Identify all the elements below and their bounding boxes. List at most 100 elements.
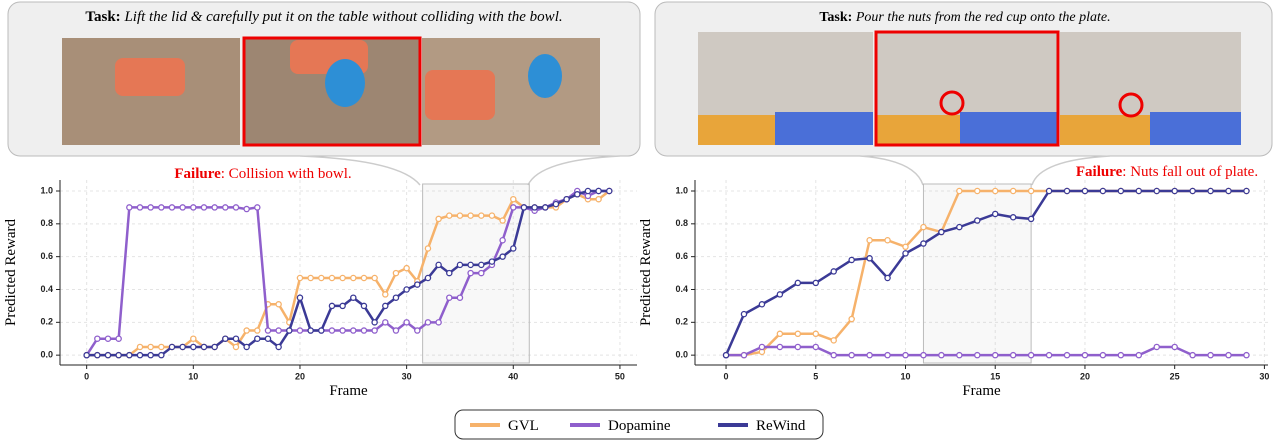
data-point	[105, 353, 110, 358]
data-point	[191, 336, 196, 341]
data-point	[975, 218, 980, 223]
data-point	[479, 262, 484, 267]
data-point	[137, 205, 142, 210]
data-point	[340, 328, 345, 333]
data-point	[543, 205, 548, 210]
data-point	[867, 353, 872, 358]
data-point	[607, 188, 612, 193]
y-axis-label: Predicted Reward	[3, 218, 19, 326]
zoom-connector	[860, 156, 1110, 185]
failure-label: Failure	[174, 166, 221, 182]
data-point	[1082, 188, 1087, 193]
data-point	[244, 328, 249, 333]
data-point	[383, 320, 388, 325]
y-tick-label: 1.0	[40, 185, 53, 195]
data-point	[939, 229, 944, 234]
data-point	[169, 344, 174, 349]
data-point	[1208, 188, 1213, 193]
data-point	[1100, 188, 1105, 193]
data-point	[468, 270, 473, 275]
data-point	[425, 320, 430, 325]
data-point	[361, 303, 366, 308]
data-point	[741, 312, 746, 317]
legend-label: GVL	[508, 418, 539, 434]
y-tick-label: 0.0	[675, 350, 688, 360]
data-point	[564, 197, 569, 202]
y-tick-label: 0.8	[40, 218, 53, 228]
data-point	[921, 241, 926, 246]
data-point	[148, 344, 153, 349]
data-point	[191, 205, 196, 210]
data-point	[500, 218, 505, 223]
data-point	[244, 206, 249, 211]
data-point	[308, 328, 313, 333]
data-point	[511, 197, 516, 202]
x-axis-label: Frame	[329, 383, 368, 399]
data-point	[1029, 353, 1034, 358]
data-point	[372, 320, 377, 325]
data-point	[223, 336, 228, 341]
data-point	[148, 205, 153, 210]
failure-note: Failure: Collision with bowl.	[174, 166, 351, 182]
x-tick-label: 50	[615, 371, 625, 381]
data-point	[1046, 353, 1051, 358]
data-point	[831, 338, 836, 343]
data-point	[329, 328, 334, 333]
failure-text: : Collision with bowl.	[221, 166, 352, 182]
legend-label: Dopamine	[608, 418, 671, 434]
data-point	[404, 266, 409, 271]
data-point	[741, 353, 746, 358]
data-point	[813, 280, 818, 285]
data-point	[255, 328, 260, 333]
x-axis-label: Frame	[962, 383, 1001, 399]
x-tick-label: 30	[1259, 371, 1269, 381]
data-point	[116, 353, 121, 358]
data-point	[1244, 353, 1249, 358]
data-point	[1064, 353, 1069, 358]
data-point	[1190, 188, 1195, 193]
series-line	[87, 191, 610, 355]
data-point	[212, 344, 217, 349]
data-point	[1172, 188, 1177, 193]
data-point	[903, 244, 908, 249]
data-point	[759, 302, 764, 307]
failure-note: Failure: Nuts fall out of plate.	[1076, 164, 1258, 180]
data-point	[1244, 188, 1249, 193]
data-point	[1226, 188, 1231, 193]
x-tick-label: 30	[402, 371, 412, 381]
data-point	[436, 262, 441, 267]
data-point	[831, 269, 836, 274]
data-point	[191, 344, 196, 349]
data-point	[159, 353, 164, 358]
x-tick-label: 25	[1170, 371, 1180, 381]
data-point	[921, 353, 926, 358]
data-point	[361, 275, 366, 280]
photos	[62, 32, 1241, 145]
y-tick-label: 0.2	[675, 317, 688, 327]
data-point	[159, 205, 164, 210]
data-point	[867, 238, 872, 243]
data-point	[436, 320, 441, 325]
legend-label: ReWind	[756, 418, 806, 434]
task-label: Task:	[819, 10, 852, 25]
data-point	[116, 336, 121, 341]
x-tick-label: 5	[813, 371, 818, 381]
data-point	[993, 188, 998, 193]
data-point	[1082, 353, 1087, 358]
data-point	[233, 336, 238, 341]
data-point	[137, 353, 142, 358]
data-point	[585, 188, 590, 193]
x-tick-label: 10	[188, 371, 198, 381]
data-point	[329, 303, 334, 308]
data-point	[1100, 353, 1105, 358]
data-point	[1118, 188, 1123, 193]
data-point	[939, 353, 944, 358]
data-point	[468, 213, 473, 218]
data-point	[885, 353, 890, 358]
data-point	[1172, 344, 1177, 349]
data-point	[223, 205, 228, 210]
data-point	[351, 328, 356, 333]
data-point	[436, 216, 441, 221]
data-point	[1064, 188, 1069, 193]
y-tick-label: 0.2	[40, 317, 53, 327]
